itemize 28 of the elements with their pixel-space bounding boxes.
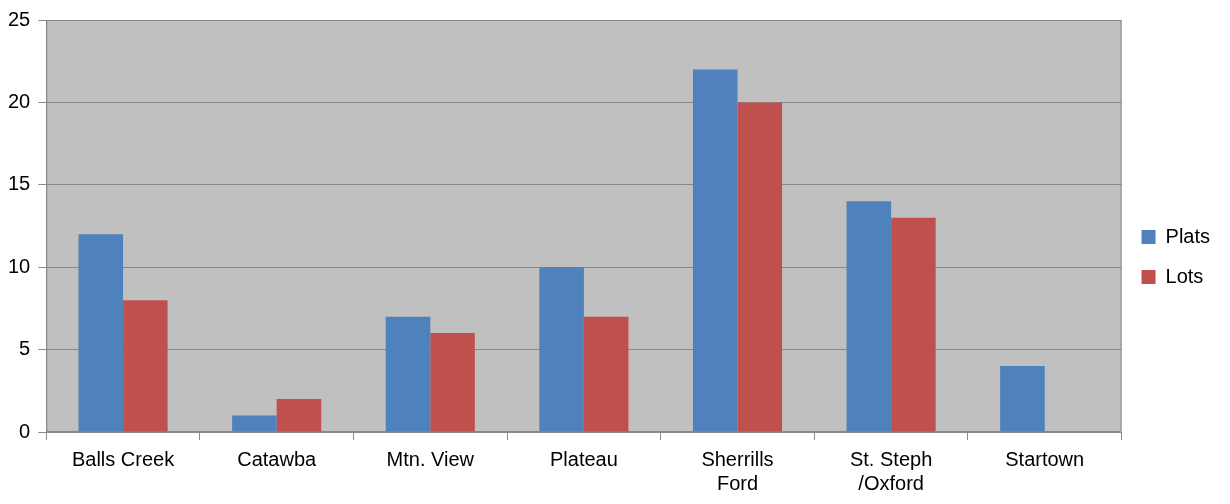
y-tick-label: 10 — [8, 254, 31, 277]
y-tick-label: 5 — [19, 337, 31, 360]
legend-label: Plats — [1165, 224, 1211, 247]
y-tick-label: 20 — [8, 89, 31, 112]
legend-label: Lots — [1165, 264, 1204, 287]
bar — [891, 217, 936, 432]
x-tick-label: Sherrills Ford — [701, 447, 774, 494]
x-tick-label: Balls Creek — [71, 447, 176, 470]
y-tick-label: 0 — [19, 419, 31, 442]
x-tick-label: St. Steph /Oxford — [849, 447, 933, 494]
bar — [430, 333, 475, 432]
x-tick-label: Catawba — [237, 447, 318, 470]
bar — [737, 102, 783, 432]
y-tick-label: 15 — [8, 172, 31, 195]
bar — [385, 316, 431, 432]
bar — [846, 201, 892, 432]
bar — [232, 415, 277, 432]
x-tick-label: Mtn. View — [386, 447, 475, 470]
bar — [583, 316, 629, 432]
bar — [123, 300, 168, 432]
x-tick-label: Plateau — [549, 447, 618, 470]
x-tick-label: Startown — [1005, 447, 1085, 470]
bar — [1000, 366, 1045, 432]
bar — [78, 234, 124, 432]
bar — [276, 399, 322, 432]
y-tick-label: 25 — [8, 7, 31, 30]
bar — [692, 69, 738, 432]
bar — [539, 267, 584, 432]
